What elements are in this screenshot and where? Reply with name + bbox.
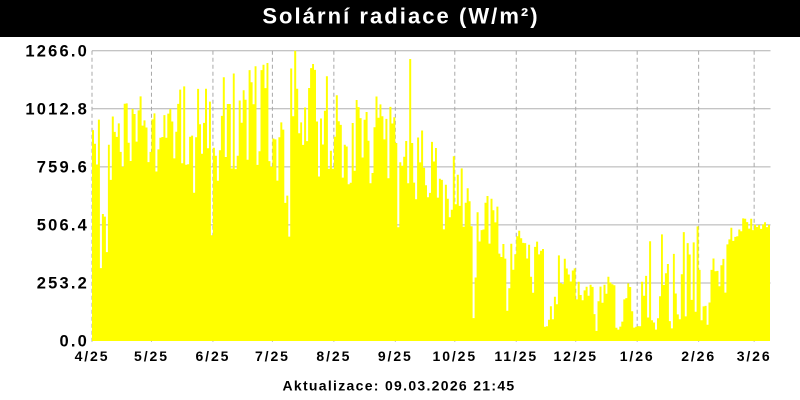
svg-text:9/25: 9/25 bbox=[378, 348, 413, 364]
svg-text:8/25: 8/25 bbox=[316, 348, 351, 364]
svg-text:Solární radiace (W/m²): Solární radiace (W/m²) bbox=[262, 4, 539, 29]
svg-text:1/26: 1/26 bbox=[620, 348, 655, 364]
svg-text:0.0: 0.0 bbox=[59, 333, 89, 351]
svg-text:4/25: 4/25 bbox=[75, 348, 110, 364]
svg-text:6/25: 6/25 bbox=[196, 348, 231, 364]
svg-text:759.6: 759.6 bbox=[37, 158, 89, 176]
svg-text:5/25: 5/25 bbox=[134, 348, 169, 364]
svg-text:12/25: 12/25 bbox=[553, 348, 598, 364]
svg-text:7/25: 7/25 bbox=[255, 348, 290, 364]
svg-text:11/25: 11/25 bbox=[494, 348, 538, 364]
svg-text:2/26: 2/26 bbox=[681, 348, 716, 364]
svg-text:253.2: 253.2 bbox=[37, 275, 89, 293]
svg-text:506.4: 506.4 bbox=[37, 217, 89, 235]
svg-text:3/26: 3/26 bbox=[737, 348, 772, 364]
svg-text:1012.8: 1012.8 bbox=[25, 100, 89, 118]
svg-text:1266.0: 1266.0 bbox=[25, 42, 89, 60]
svg-text:10/25: 10/25 bbox=[433, 348, 478, 364]
svg-text:Aktualizace: 09.03.2026 21:45: Aktualizace: 09.03.2026 21:45 bbox=[282, 378, 515, 394]
